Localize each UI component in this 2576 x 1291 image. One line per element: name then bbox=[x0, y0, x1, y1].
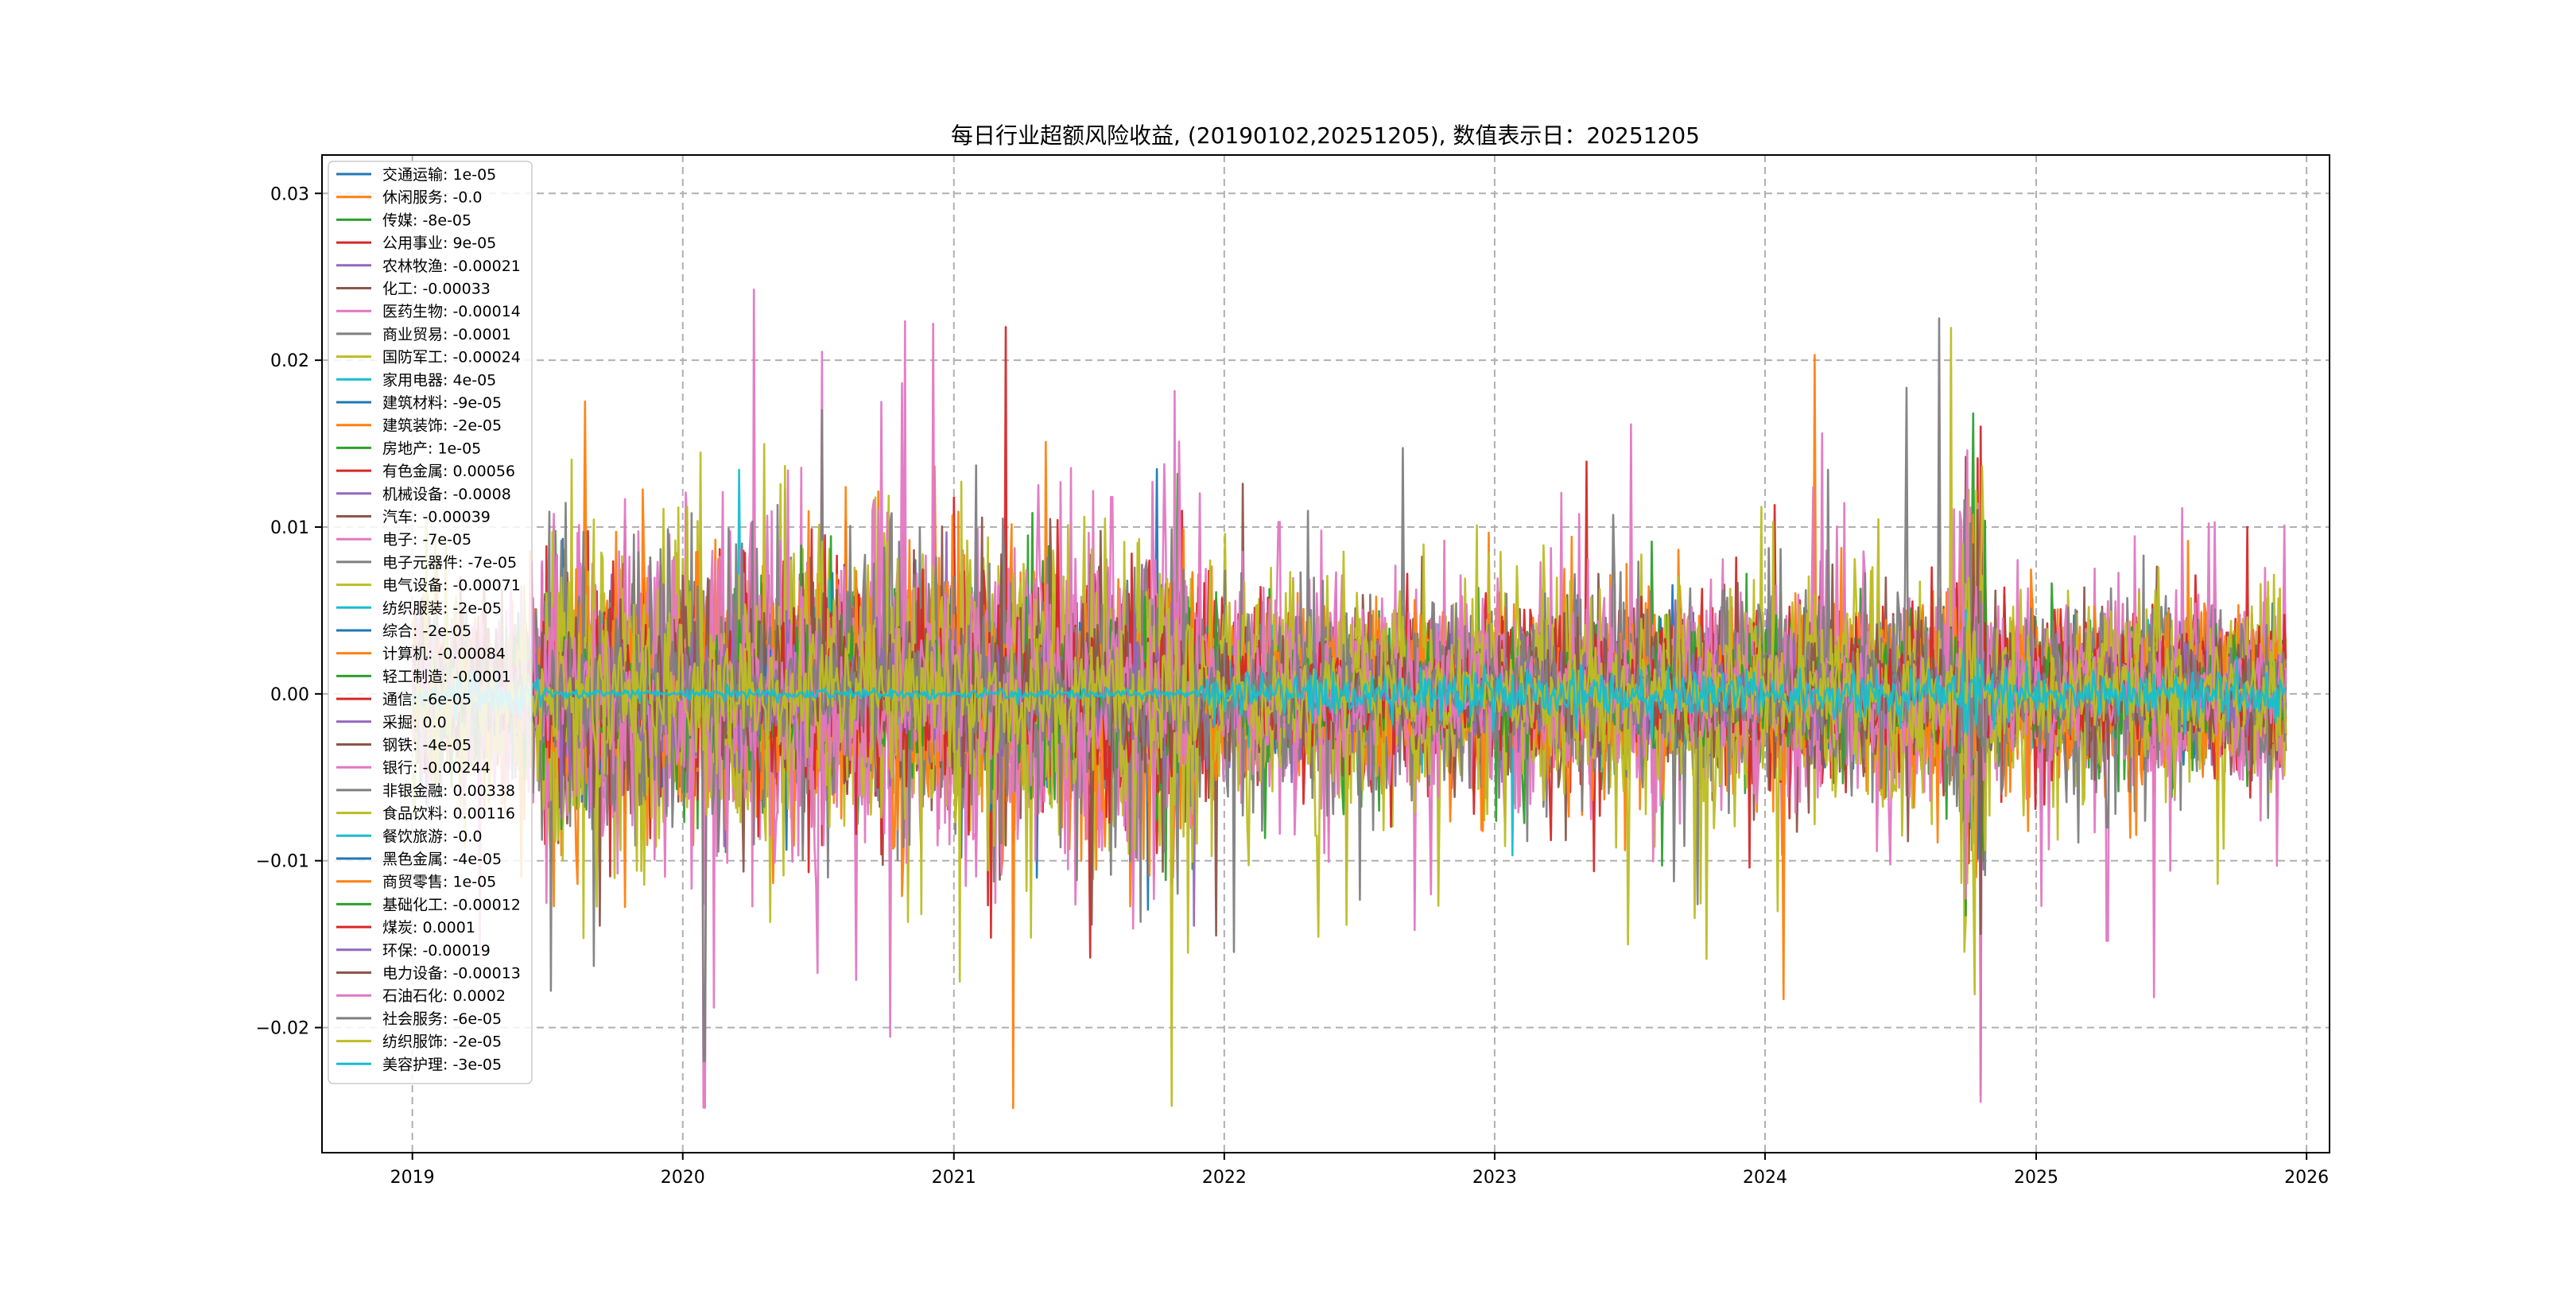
legend-label: 电子元器件: -7e-05 bbox=[382, 554, 517, 572]
legend-label: 钢铁: -4e-05 bbox=[382, 737, 471, 754]
legend-label: 电子: -7e-05 bbox=[382, 531, 471, 549]
legend-label: 农林牧渔: -0.00021 bbox=[382, 258, 521, 275]
x-tick-label: 2020 bbox=[661, 1168, 705, 1188]
legend-label: 社会服务: -6e-05 bbox=[382, 1010, 502, 1028]
legend-label: 纺织服装: -2e-05 bbox=[382, 599, 502, 617]
axis-ticks: 2019 2020 2021 2022 2023 2024 2025 2026 −0.02 −0.… bbox=[256, 184, 2330, 1188]
legend-label: 黑色金属: -4e-05 bbox=[382, 851, 502, 868]
legend-label: 建筑材料: -9e-05 bbox=[382, 394, 502, 412]
legend-label: 医药生物: -0.00014 bbox=[382, 303, 521, 320]
x-tick-label: 2024 bbox=[1743, 1168, 1787, 1188]
y-tick-label: −0.02 bbox=[256, 1019, 309, 1039]
x-tick-label: 2023 bbox=[1472, 1168, 1517, 1188]
legend-label: 汽车: -0.00039 bbox=[382, 509, 491, 526]
legend-label: 电气设备: -0.00071 bbox=[382, 577, 521, 595]
legend-label: 有色金属: 0.00056 bbox=[382, 463, 515, 480]
legend-label: 环保: -0.00019 bbox=[382, 942, 491, 960]
x-tick-label: 2019 bbox=[390, 1168, 435, 1188]
legend-label: 银行: -0.00244 bbox=[382, 759, 491, 777]
series-lines bbox=[412, 289, 2287, 1110]
legend-label: 基础化工: -0.00012 bbox=[382, 896, 521, 913]
plot-frame bbox=[321, 154, 2330, 1153]
x-tick-label: 2022 bbox=[1202, 1168, 1247, 1188]
legend-label: 国防军工: -0.00024 bbox=[382, 349, 521, 366]
legend-label: 机械设备: -0.0008 bbox=[382, 486, 511, 503]
legend-label: 化工: -0.00033 bbox=[382, 281, 491, 298]
y-tick-label: 0.03 bbox=[270, 184, 309, 204]
legend-label: 公用事业: 9e-05 bbox=[382, 235, 496, 252]
legend-label: 房地产: 1e-05 bbox=[382, 440, 481, 457]
legend-box bbox=[328, 161, 533, 1084]
legend-label: 采掘: 0.0 bbox=[382, 714, 447, 731]
y-tick-label: 0.02 bbox=[270, 351, 309, 371]
legend-label: 商业贸易: -0.0001 bbox=[382, 326, 511, 343]
y-tick-label: 0.00 bbox=[270, 685, 309, 705]
x-tick-label: 2025 bbox=[2014, 1168, 2058, 1188]
legend-label: 通信: -6e-05 bbox=[382, 691, 471, 708]
x-tick-label: 2026 bbox=[2284, 1168, 2329, 1188]
y-tick-label: −0.01 bbox=[256, 852, 309, 872]
legend-label: 食品饮料: 0.00116 bbox=[382, 805, 515, 823]
legend-label: 煤炭: 0.0001 bbox=[382, 919, 475, 936]
series-line bbox=[412, 653, 2287, 740]
legend-label: 商贸零售: 1e-05 bbox=[382, 874, 496, 891]
legend-label: 纺织服饰: -2e-05 bbox=[382, 1033, 502, 1051]
legend-label: 交通运输: 1e-05 bbox=[382, 166, 496, 184]
chart-title: 每日行业超额风险收益, (20190102,20251205), 数值表示日：2… bbox=[951, 122, 1700, 149]
legend-label: 电力设备: -0.00013 bbox=[382, 965, 521, 983]
legend-label: 家用电器: 4e-05 bbox=[382, 371, 496, 389]
legend-label: 石油石化: 0.0002 bbox=[382, 987, 506, 1005]
legend-label: 休闲服务: -0.0 bbox=[382, 189, 483, 207]
legend-label: 建筑装饰: -2e-05 bbox=[382, 417, 502, 435]
x-tick-label: 2021 bbox=[932, 1168, 976, 1188]
legend-label: 美容护理: -3e-05 bbox=[382, 1056, 502, 1073]
legend-label: 传媒: -8e-05 bbox=[382, 211, 471, 229]
legend-label: 非银金融: 0.00338 bbox=[382, 782, 515, 800]
legend-label: 轻工制造: -0.0001 bbox=[382, 668, 511, 685]
legend-label: 计算机: -0.00084 bbox=[382, 646, 506, 663]
y-tick-label: 0.01 bbox=[270, 518, 309, 538]
legend-label: 餐饮旅游: -0.0 bbox=[382, 828, 483, 845]
legend-label: 综合: -2e-05 bbox=[382, 622, 471, 640]
legend: 交通运输: 1e-05 休闲服务: -0.0 传媒: -8e-05 公用事业: 9e-… bbox=[328, 161, 533, 1084]
